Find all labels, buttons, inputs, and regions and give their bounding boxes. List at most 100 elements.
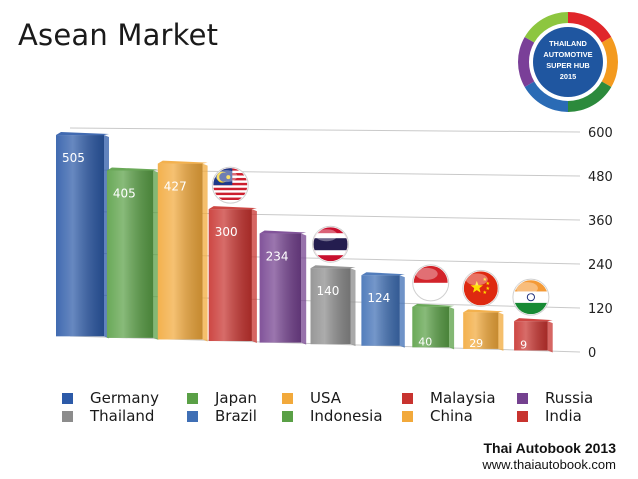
- logo-line-1: THAILAND: [549, 39, 587, 48]
- credit-url: www.thaiautobook.com: [482, 457, 616, 472]
- legend-swatch: [282, 392, 293, 404]
- credit-title: Thai Autobook 2013: [483, 440, 616, 456]
- bar-indonesia: 40: [412, 303, 455, 350]
- logo-ring-segment: [524, 12, 568, 43]
- logo-ring-segment: [601, 37, 618, 87]
- y-tick-label: 480: [588, 170, 613, 185]
- bar-top: [56, 132, 109, 136]
- bar-value-label: 427: [164, 180, 187, 194]
- legend-label: Japan: [215, 389, 257, 407]
- legend-label: USA: [310, 389, 342, 407]
- legend-swatch: [187, 392, 198, 404]
- bar-top: [412, 303, 455, 307]
- legend-item-indonesia: Indonesia: [282, 407, 383, 425]
- bar-value-label: 40: [418, 335, 432, 348]
- gridline: [69, 169, 581, 177]
- bar-shine: [259, 233, 302, 343]
- credit-block: Thai Autobook 2013 www.thaiautobook.com: [482, 440, 616, 472]
- bar-value-label: 140: [317, 284, 340, 298]
- bar-side: [202, 163, 208, 342]
- bar-top: [157, 160, 208, 164]
- logo-line-4: 2015: [560, 72, 576, 81]
- legend-label: Thailand: [90, 407, 155, 425]
- bar-japan: 405: [106, 167, 159, 340]
- bar-top: [463, 309, 504, 313]
- logo-line-2: AUTOMOTIVE: [543, 50, 592, 59]
- chart-title: Asean Market: [18, 18, 219, 52]
- logo-ring-segment: [518, 37, 535, 87]
- bar-value-label: 234: [266, 250, 289, 264]
- bar-top: [208, 206, 257, 210]
- legend-item-india: India: [517, 407, 582, 425]
- bar-russia: 234: [259, 230, 307, 345]
- legend-swatch: [187, 410, 198, 422]
- legend-item-japan: Japan: [187, 389, 257, 407]
- legend-label: India: [545, 407, 582, 425]
- bar-shine: [514, 321, 548, 351]
- bar-value-label: 505: [62, 151, 85, 165]
- legend-label: Russia: [545, 389, 594, 407]
- legend-swatch: [282, 410, 293, 422]
- bar-side: [350, 268, 356, 347]
- legend-item-usa: USA: [282, 389, 341, 407]
- bar-side: [449, 306, 455, 350]
- bar-malaysia: 300: [208, 206, 257, 344]
- bar-shine: [463, 312, 499, 349]
- y-tick-label: 600: [588, 126, 613, 141]
- bar-shine: [412, 306, 450, 348]
- bar-value-label: 405: [113, 187, 136, 201]
- legend-item-germany: Germany: [62, 389, 159, 407]
- bar-top: [361, 272, 405, 276]
- bar-usa: 427: [157, 160, 208, 342]
- bar-side: [153, 170, 159, 340]
- bar-brazil: 124: [361, 272, 405, 348]
- bar-side: [399, 275, 405, 348]
- bar-thailand: 140: [310, 265, 356, 347]
- legend-item-malaysia: Malaysia: [402, 389, 496, 407]
- bar-china: 29: [463, 309, 504, 351]
- legend-item-china: China: [402, 407, 473, 425]
- bar-shine: [56, 135, 104, 337]
- logo-ring-segment: [568, 12, 612, 43]
- bar-side: [547, 321, 553, 353]
- y-tick-label: 120: [588, 302, 613, 317]
- bar-value-label: 300: [215, 225, 238, 239]
- legend-label: Indonesia: [310, 407, 383, 425]
- flag-china-icon: [462, 269, 500, 307]
- bar-germany: 505: [56, 132, 109, 339]
- bar-shine: [208, 209, 252, 342]
- gridline: [69, 127, 581, 133]
- logo-line-3: SUPER HUB: [546, 61, 590, 70]
- bar-shine: [361, 275, 400, 346]
- legend-item-russia: Russia: [517, 389, 593, 407]
- legend-swatch: [402, 392, 413, 404]
- legend-swatch: [62, 410, 73, 422]
- bar-top: [514, 318, 553, 322]
- legend-item-thailand: Thailand: [62, 407, 154, 425]
- legend-item-brazil: Brazil: [187, 407, 257, 425]
- bar-value-label: 9: [520, 338, 527, 351]
- logo-ring-segment: [524, 81, 568, 112]
- legend-swatch: [517, 410, 528, 422]
- bar-side: [301, 233, 307, 345]
- flag-thailand-icon: [312, 225, 349, 263]
- flag-malaysia-icon: [211, 166, 249, 204]
- bar-chart: 0 120 240 360 480 600 505 405 427 300 234 140 124 40…: [56, 126, 613, 361]
- bar-top: [310, 265, 356, 269]
- bar-top: [106, 167, 159, 171]
- bar-shine: [157, 163, 203, 340]
- y-tick-label: 360: [588, 214, 613, 229]
- bar-shine: [310, 268, 351, 345]
- legend-swatch: [517, 392, 528, 404]
- legend-label: Germany: [90, 389, 159, 407]
- bar-top: [259, 230, 307, 234]
- flag-indonesia-icon: [412, 264, 450, 302]
- bar-value-label: 124: [367, 291, 390, 305]
- bar-side: [251, 209, 257, 344]
- legend-label: China: [430, 407, 473, 425]
- legend-label: Malaysia: [430, 389, 496, 407]
- bar-side: [498, 312, 504, 351]
- legend-swatch: [62, 392, 73, 404]
- flag-india-icon: [512, 278, 550, 316]
- logo-ring-segment: [568, 81, 612, 112]
